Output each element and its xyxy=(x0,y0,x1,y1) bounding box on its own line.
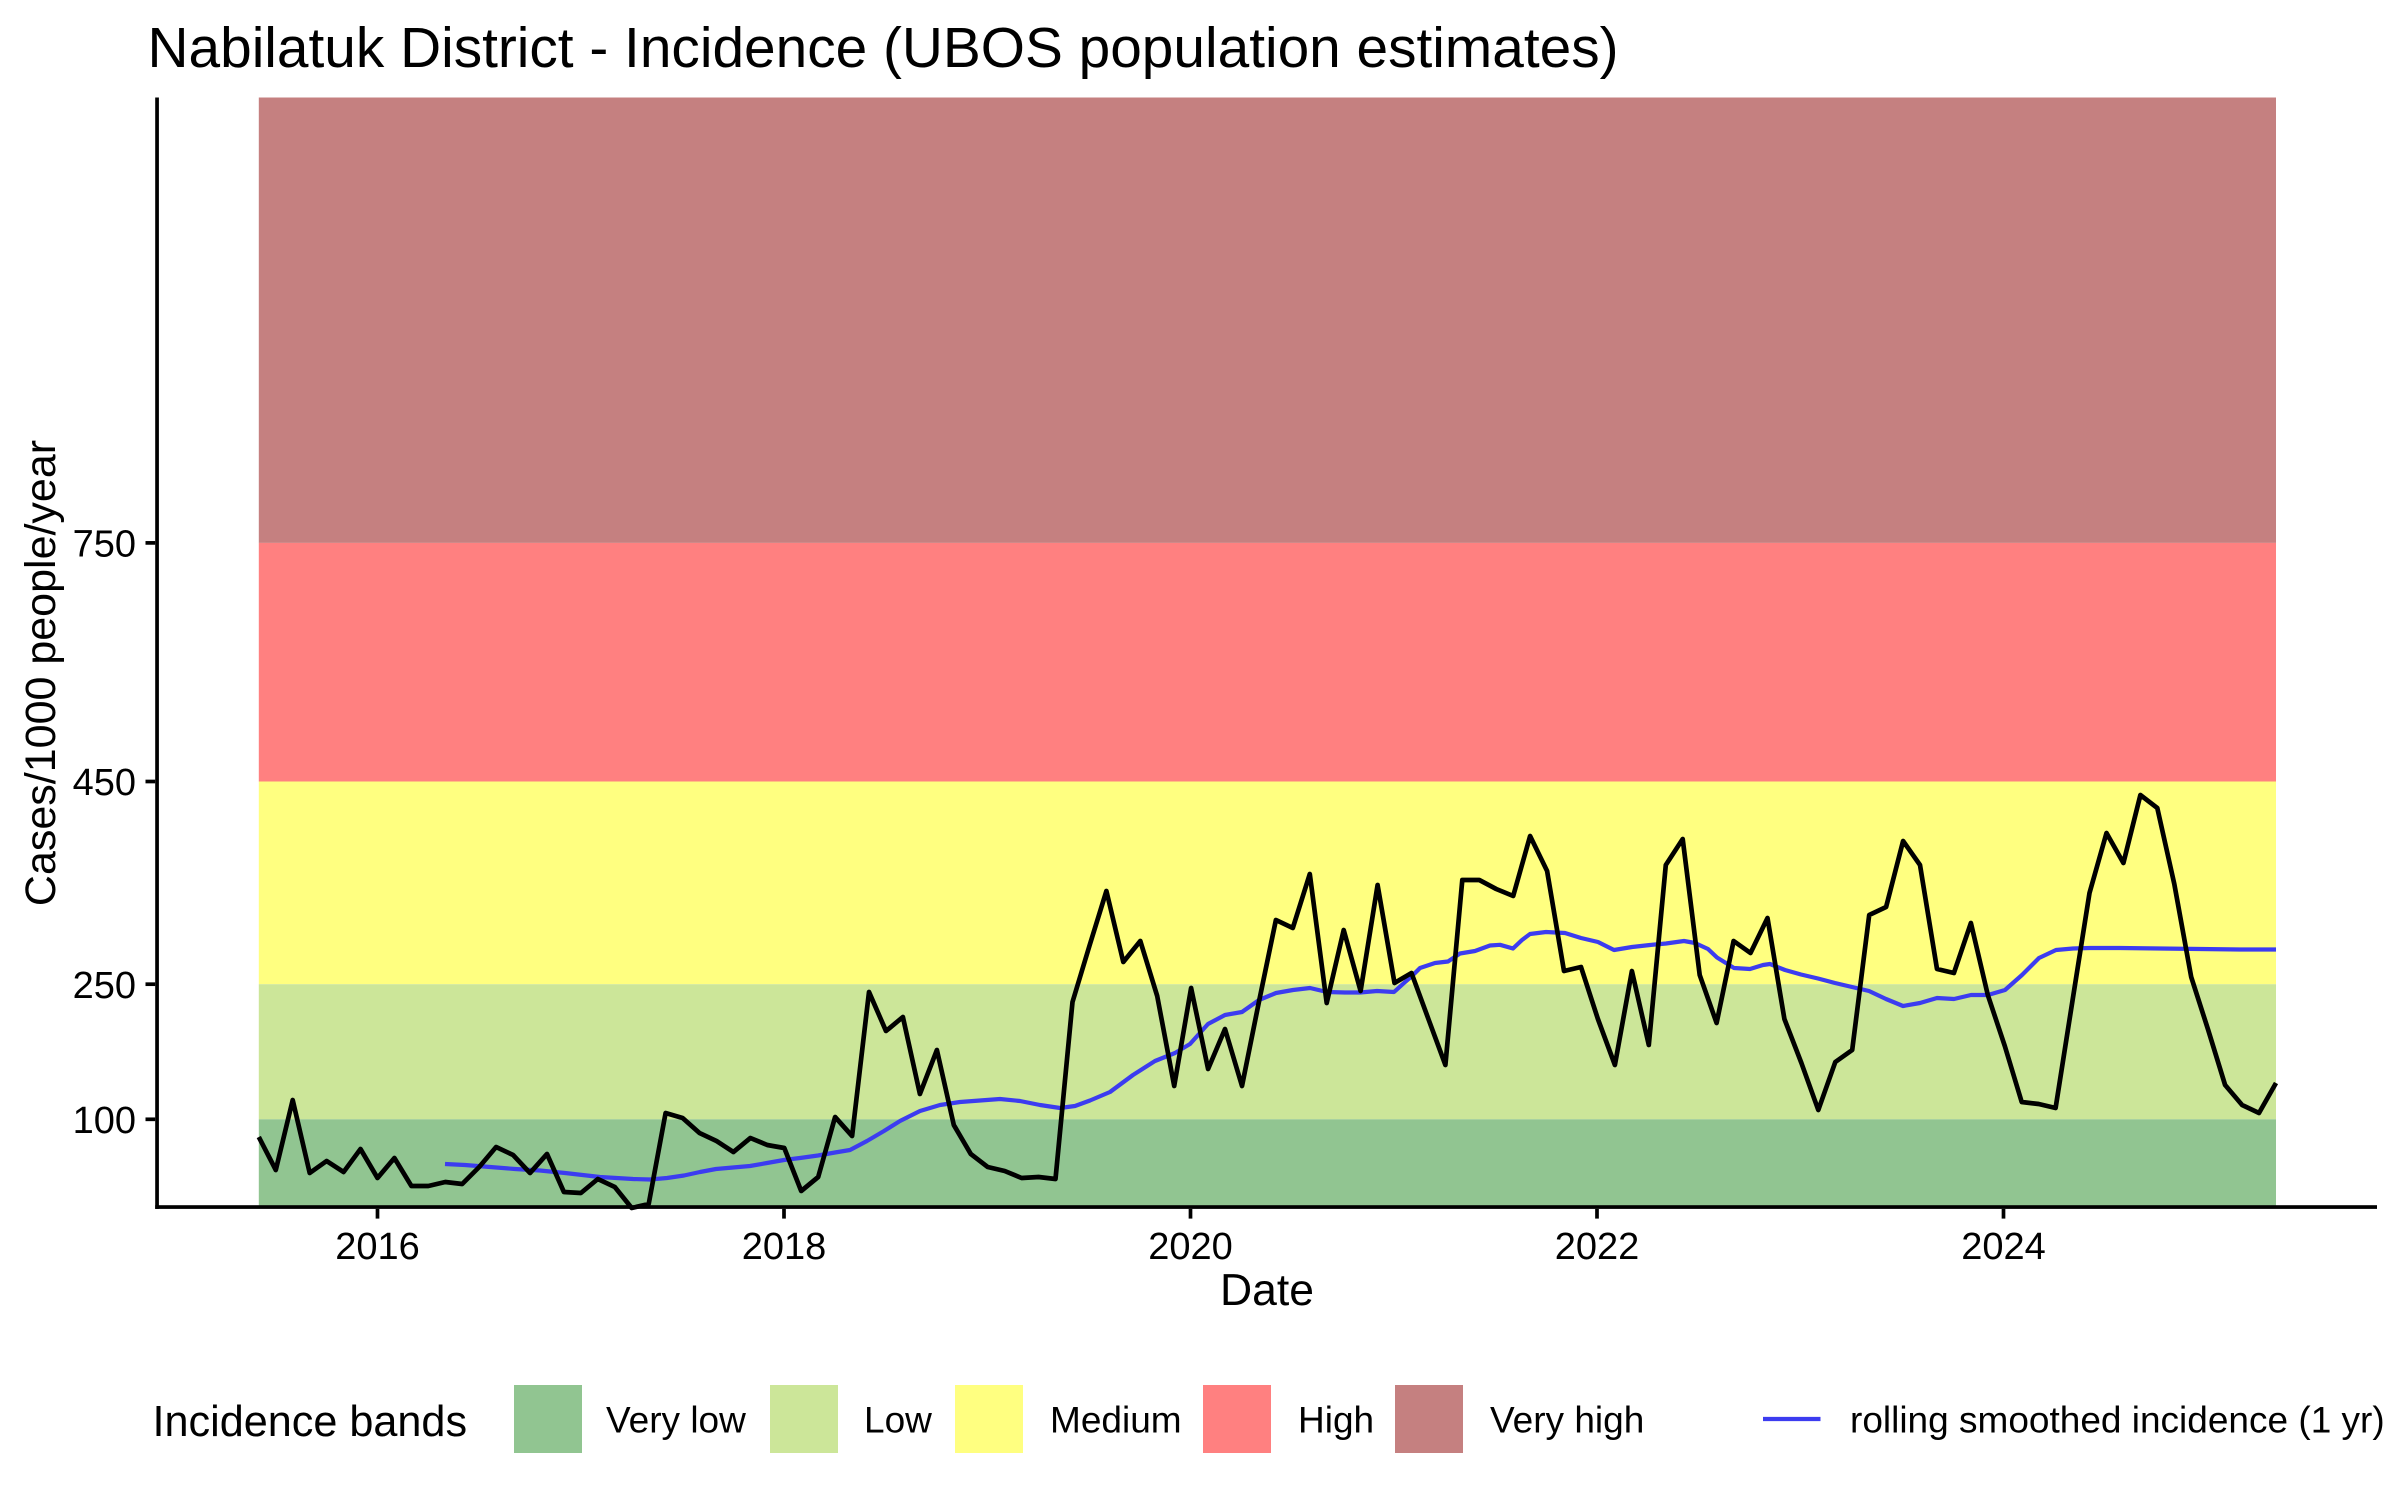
svg-text:250: 250 xyxy=(73,965,136,1007)
svg-text:2016: 2016 xyxy=(335,1226,420,1268)
svg-text:Incidence bands: Incidence bands xyxy=(153,1398,468,1446)
svg-text:2018: 2018 xyxy=(742,1226,827,1268)
svg-text:Date: Date xyxy=(1220,1266,1314,1315)
svg-text:Very low: Very low xyxy=(606,1400,746,1441)
svg-text:450: 450 xyxy=(73,762,136,804)
svg-text:2020: 2020 xyxy=(1148,1226,1233,1268)
svg-text:Low: Low xyxy=(864,1400,932,1441)
svg-text:750: 750 xyxy=(73,524,136,566)
svg-text:2022: 2022 xyxy=(1555,1226,1640,1268)
svg-text:Very high: Very high xyxy=(1490,1400,1644,1441)
svg-text:rolling smoothed incidence (1: rolling smoothed incidence (1 yr) xyxy=(1850,1400,2385,1441)
svg-text:Medium: Medium xyxy=(1050,1400,1182,1441)
svg-text:100: 100 xyxy=(73,1100,136,1142)
svg-text:High: High xyxy=(1298,1400,1374,1441)
svg-text:Cases/1000 people/year: Cases/1000 people/year xyxy=(17,440,65,906)
svg-text:Nabilatuk District - Incidence: Nabilatuk District - Incidence (UBOS pop… xyxy=(148,17,1619,80)
svg-text:2024: 2024 xyxy=(1961,1226,2046,1268)
